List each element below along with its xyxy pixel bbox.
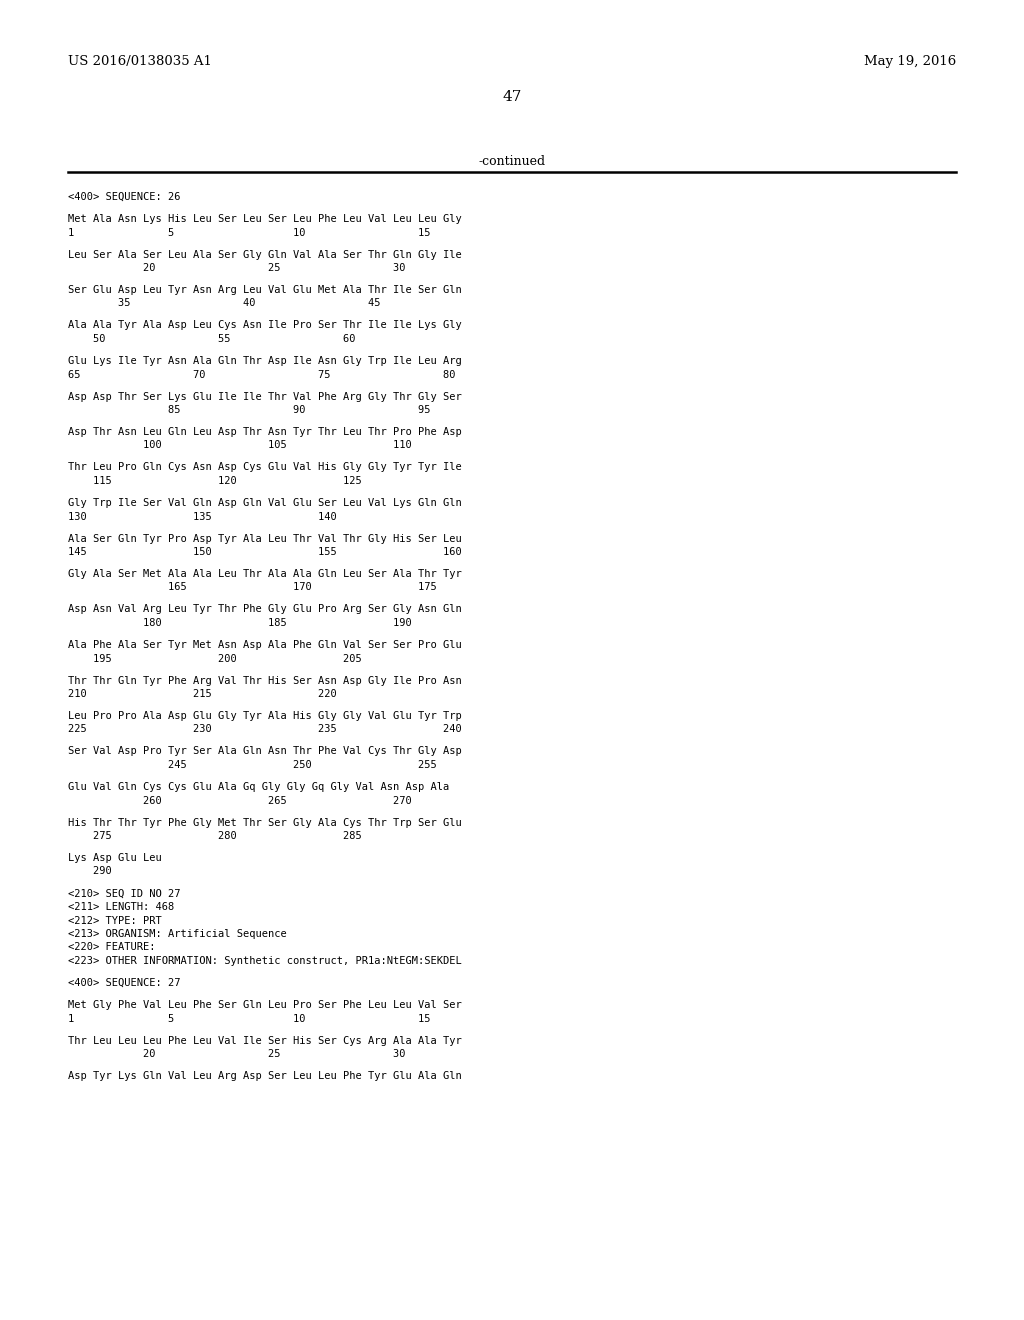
Text: 260                 265                 270: 260 265 270 xyxy=(68,796,412,805)
Text: -continued: -continued xyxy=(478,154,546,168)
Text: 225                 230                 235                 240: 225 230 235 240 xyxy=(68,725,462,734)
Text: Ser Val Asp Pro Tyr Ser Ala Gln Asn Thr Phe Val Cys Thr Gly Asp: Ser Val Asp Pro Tyr Ser Ala Gln Asn Thr … xyxy=(68,747,462,756)
Text: 35                  40                  45: 35 40 45 xyxy=(68,298,381,309)
Text: Asp Tyr Lys Gln Val Leu Arg Asp Ser Leu Leu Phe Tyr Glu Ala Gln: Asp Tyr Lys Gln Val Leu Arg Asp Ser Leu … xyxy=(68,1071,462,1081)
Text: 65                  70                  75                  80: 65 70 75 80 xyxy=(68,370,456,380)
Text: 50                  55                  60: 50 55 60 xyxy=(68,334,355,345)
Text: Lys Asp Glu Leu: Lys Asp Glu Leu xyxy=(68,853,162,863)
Text: 245                 250                 255: 245 250 255 xyxy=(68,760,437,770)
Text: Asp Asn Val Arg Leu Tyr Thr Phe Gly Glu Pro Arg Ser Gly Asn Gln: Asp Asn Val Arg Leu Tyr Thr Phe Gly Glu … xyxy=(68,605,462,615)
Text: Thr Leu Leu Leu Phe Leu Val Ile Ser His Ser Cys Arg Ala Ala Tyr: Thr Leu Leu Leu Phe Leu Val Ile Ser His … xyxy=(68,1035,462,1045)
Text: US 2016/0138035 A1: US 2016/0138035 A1 xyxy=(68,55,212,69)
Text: 180                 185                 190: 180 185 190 xyxy=(68,618,412,628)
Text: Asp Asp Thr Ser Lys Glu Ile Ile Thr Val Phe Arg Gly Thr Gly Ser: Asp Asp Thr Ser Lys Glu Ile Ile Thr Val … xyxy=(68,392,462,401)
Text: Met Gly Phe Val Leu Phe Ser Gln Leu Pro Ser Phe Leu Leu Val Ser: Met Gly Phe Val Leu Phe Ser Gln Leu Pro … xyxy=(68,1001,462,1010)
Text: 1               5                   10                  15: 1 5 10 15 xyxy=(68,227,430,238)
Text: <400> SEQUENCE: 27: <400> SEQUENCE: 27 xyxy=(68,978,180,987)
Text: 195                 200                 205: 195 200 205 xyxy=(68,653,361,664)
Text: 145                 150                 155                 160: 145 150 155 160 xyxy=(68,546,462,557)
Text: His Thr Thr Tyr Phe Gly Met Thr Ser Gly Ala Cys Thr Trp Ser Glu: His Thr Thr Tyr Phe Gly Met Thr Ser Gly … xyxy=(68,817,462,828)
Text: 165                 170                 175: 165 170 175 xyxy=(68,582,437,593)
Text: 1               5                   10                  15: 1 5 10 15 xyxy=(68,1014,430,1023)
Text: <213> ORGANISM: Artificial Sequence: <213> ORGANISM: Artificial Sequence xyxy=(68,929,287,939)
Text: Ala Ala Tyr Ala Asp Leu Cys Asn Ile Pro Ser Thr Ile Ile Lys Gly: Ala Ala Tyr Ala Asp Leu Cys Asn Ile Pro … xyxy=(68,321,462,330)
Text: Met Ala Asn Lys His Leu Ser Leu Ser Leu Phe Leu Val Leu Leu Gly: Met Ala Asn Lys His Leu Ser Leu Ser Leu … xyxy=(68,214,462,224)
Text: Leu Pro Pro Ala Asp Glu Gly Tyr Ala His Gly Gly Val Glu Tyr Trp: Leu Pro Pro Ala Asp Glu Gly Tyr Ala His … xyxy=(68,711,462,721)
Text: Thr Thr Gln Tyr Phe Arg Val Thr His Ser Asn Asp Gly Ile Pro Asn: Thr Thr Gln Tyr Phe Arg Val Thr His Ser … xyxy=(68,676,462,685)
Text: <210> SEQ ID NO 27: <210> SEQ ID NO 27 xyxy=(68,888,180,899)
Text: <220> FEATURE:: <220> FEATURE: xyxy=(68,942,156,953)
Text: Ala Ser Gln Tyr Pro Asp Tyr Ala Leu Thr Val Thr Gly His Ser Leu: Ala Ser Gln Tyr Pro Asp Tyr Ala Leu Thr … xyxy=(68,533,462,544)
Text: Ala Phe Ala Ser Tyr Met Asn Asp Ala Phe Gln Val Ser Ser Pro Glu: Ala Phe Ala Ser Tyr Met Asn Asp Ala Phe … xyxy=(68,640,462,649)
Text: Leu Ser Ala Ser Leu Ala Ser Gly Gln Val Ala Ser Thr Gln Gly Ile: Leu Ser Ala Ser Leu Ala Ser Gly Gln Val … xyxy=(68,249,462,260)
Text: 100                 105                 110: 100 105 110 xyxy=(68,441,412,450)
Text: <400> SEQUENCE: 26: <400> SEQUENCE: 26 xyxy=(68,191,180,202)
Text: 210                 215                 220: 210 215 220 xyxy=(68,689,337,700)
Text: 130                 135                 140: 130 135 140 xyxy=(68,511,337,521)
Text: Glu Lys Ile Tyr Asn Ala Gln Thr Asp Ile Asn Gly Trp Ile Leu Arg: Glu Lys Ile Tyr Asn Ala Gln Thr Asp Ile … xyxy=(68,356,462,366)
Text: 290: 290 xyxy=(68,866,112,876)
Text: Ser Glu Asp Leu Tyr Asn Arg Leu Val Glu Met Ala Thr Ile Ser Gln: Ser Glu Asp Leu Tyr Asn Arg Leu Val Glu … xyxy=(68,285,462,294)
Text: <211> LENGTH: 468: <211> LENGTH: 468 xyxy=(68,902,174,912)
Text: 20                  25                  30: 20 25 30 xyxy=(68,1049,406,1059)
Text: 115                 120                 125: 115 120 125 xyxy=(68,477,361,486)
Text: Gly Trp Ile Ser Val Gln Asp Gln Val Glu Ser Leu Val Lys Gln Gln: Gly Trp Ile Ser Val Gln Asp Gln Val Glu … xyxy=(68,498,462,508)
Text: Gly Ala Ser Met Ala Ala Leu Thr Ala Ala Gln Leu Ser Ala Thr Tyr: Gly Ala Ser Met Ala Ala Leu Thr Ala Ala … xyxy=(68,569,462,579)
Text: <223> OTHER INFORMATION: Synthetic construct, PR1a:NtEGM:SEKDEL: <223> OTHER INFORMATION: Synthetic const… xyxy=(68,956,462,966)
Text: <212> TYPE: PRT: <212> TYPE: PRT xyxy=(68,916,162,925)
Text: May 19, 2016: May 19, 2016 xyxy=(864,55,956,69)
Text: 47: 47 xyxy=(503,90,521,104)
Text: 275                 280                 285: 275 280 285 xyxy=(68,832,361,841)
Text: Glu Val Gln Cys Cys Glu Ala Gq Gly Gly Gq Gly Val Asn Asp Ala: Glu Val Gln Cys Cys Glu Ala Gq Gly Gly G… xyxy=(68,781,450,792)
Text: Asp Thr Asn Leu Gln Leu Asp Thr Asn Tyr Thr Leu Thr Pro Phe Asp: Asp Thr Asn Leu Gln Leu Asp Thr Asn Tyr … xyxy=(68,426,462,437)
Text: 20                  25                  30: 20 25 30 xyxy=(68,263,406,273)
Text: Thr Leu Pro Gln Cys Asn Asp Cys Glu Val His Gly Gly Tyr Tyr Ile: Thr Leu Pro Gln Cys Asn Asp Cys Glu Val … xyxy=(68,462,462,473)
Text: 85                  90                  95: 85 90 95 xyxy=(68,405,430,414)
